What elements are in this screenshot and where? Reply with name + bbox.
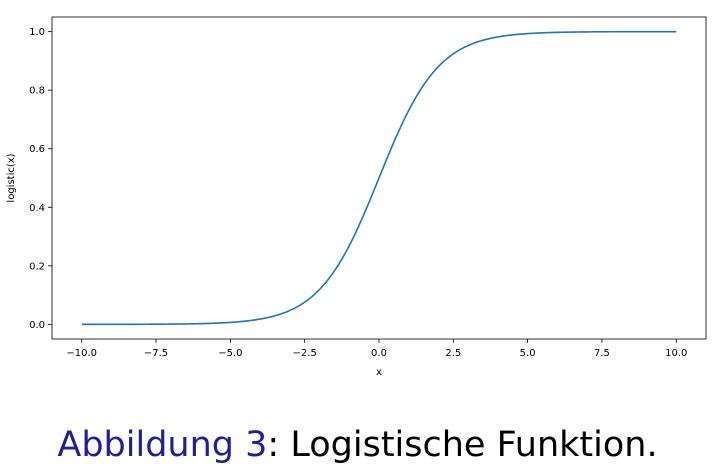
data-point (289, 309, 291, 311)
series-points (81, 31, 678, 326)
y-tick-label: 0.4 (29, 203, 45, 214)
caption-label: Abbildung 3 (57, 425, 268, 465)
data-point (675, 31, 677, 33)
x-axis-label: x (376, 367, 382, 378)
y-tick-label: 1.0 (29, 27, 45, 38)
y-tick-label: 0.2 (29, 261, 45, 272)
data-point (601, 31, 603, 33)
chart-svg: −10.0 −7.5 −5.0 −2.5 0.0 2.5 5.0 7.5 10.0 0.0 0.2… (6, 16, 707, 378)
data-point (155, 323, 157, 325)
x-tick-label: 7.5 (594, 348, 610, 359)
data-point (527, 33, 529, 35)
x-tick-label: 10.0 (665, 348, 687, 359)
data-point (363, 213, 365, 215)
data-point (81, 323, 83, 325)
data-point (304, 301, 306, 303)
y-axis-ticks: 0.0 0.2 0.4 0.6 0.8 1.0 (29, 27, 52, 331)
x-tick-label: −10.0 (66, 348, 97, 359)
x-tick-label: 0.0 (371, 348, 387, 359)
data-point (452, 53, 454, 55)
x-tick-label: −5.0 (218, 348, 242, 359)
data-point (259, 318, 261, 320)
caption-text: Logistische Funktion. (279, 425, 658, 465)
data-point (437, 66, 439, 68)
x-axis-ticks: −10.0 −7.5 −5.0 −2.5 0.0 2.5 5.0 7.5 10.0 (66, 339, 687, 359)
data-point (423, 84, 425, 86)
data-point (393, 141, 395, 143)
x-tick-label: 5.0 (520, 348, 536, 359)
data-point (378, 177, 380, 179)
data-point (229, 321, 231, 323)
figure-caption: Abbildung 3: Logistische Funktion. (0, 420, 715, 470)
x-tick-label: −7.5 (144, 348, 168, 359)
data-point (467, 45, 469, 47)
caption-separator: : (267, 425, 280, 465)
chart-figure: −10.0 −7.5 −5.0 −2.5 0.0 2.5 5.0 7.5 10.0 0.0 0.2… (6, 16, 707, 378)
x-tick-label: 2.5 (445, 348, 461, 359)
x-tick-label: −2.5 (293, 348, 317, 359)
y-tick-label: 0.0 (29, 320, 45, 331)
y-axis-label: logistic(x) (6, 153, 17, 202)
data-point (333, 270, 335, 272)
series-line (81, 30, 677, 326)
data-point (408, 109, 410, 111)
data-point (497, 36, 499, 38)
data-point (319, 288, 321, 290)
y-tick-label: 0.8 (29, 86, 45, 97)
y-tick-label: 0.6 (29, 144, 45, 155)
data-point (348, 245, 350, 247)
